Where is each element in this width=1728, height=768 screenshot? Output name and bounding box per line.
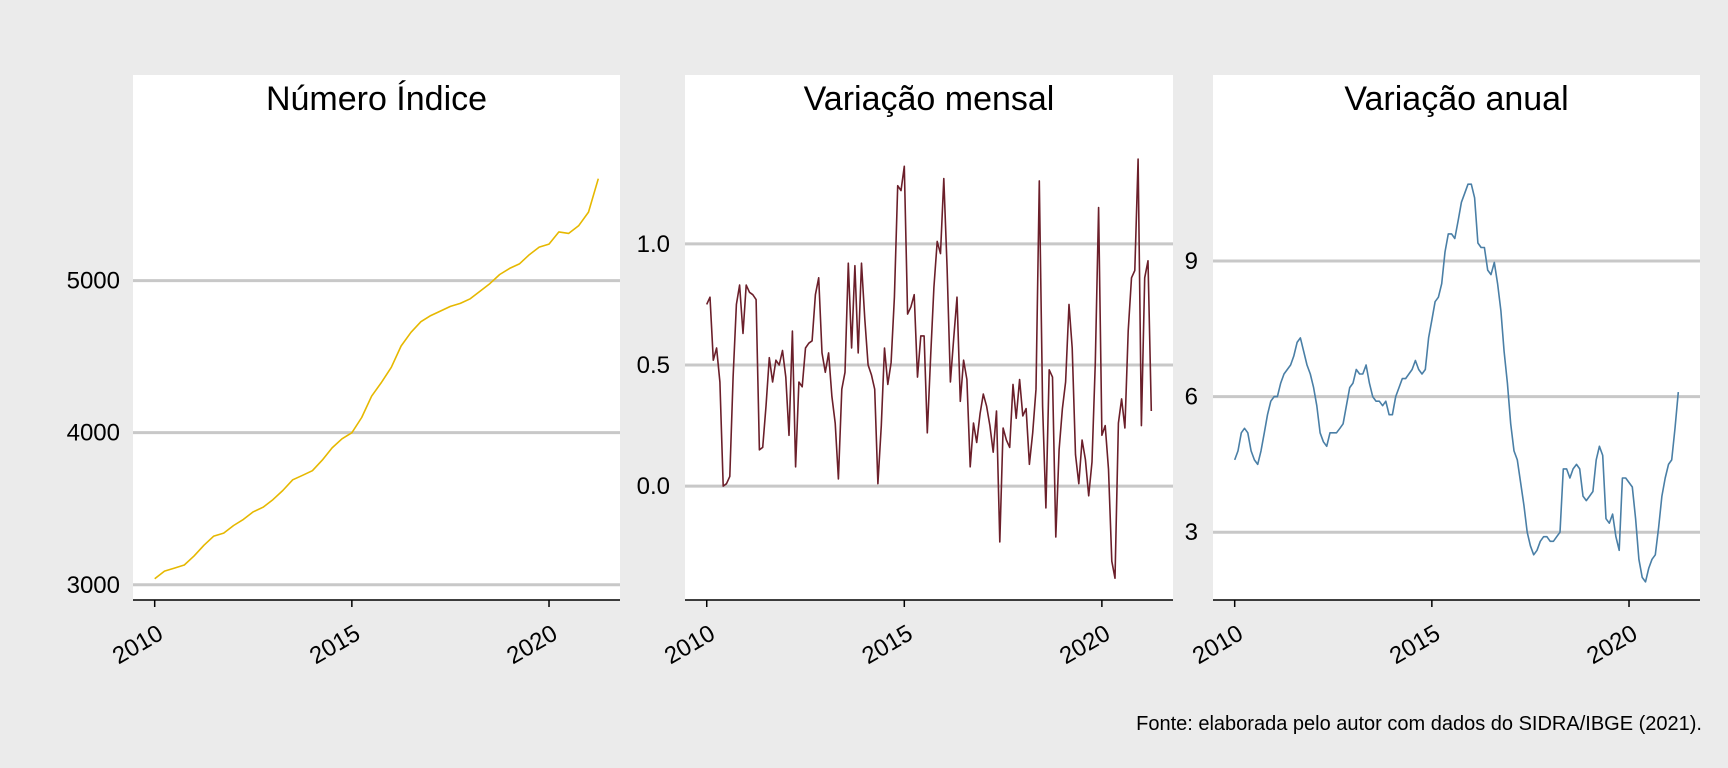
y-tick-label: 3000 <box>67 572 120 599</box>
x-tick-label: 2015 <box>858 620 918 670</box>
panel-background <box>1213 75 1700 600</box>
y-tick-label: 9 <box>1185 248 1198 275</box>
source-caption: Fonte: elaborada pelo autor com dados do… <box>1136 713 1702 735</box>
panel-title: Variação anual <box>1344 80 1568 118</box>
x-tick-label: 2020 <box>502 620 562 670</box>
y-tick-label: 1.0 <box>637 231 670 258</box>
y-tick-label: 0.0 <box>637 473 670 500</box>
series-line <box>154 178 600 580</box>
x-tick-label: 2015 <box>305 620 365 670</box>
series-line <box>1233 183 1680 583</box>
x-tick-label: 2020 <box>1582 620 1642 670</box>
x-tick-label: 2015 <box>1385 620 1445 670</box>
y-tick-label: 5000 <box>67 268 120 295</box>
x-tick-label: 2010 <box>660 620 720 670</box>
panel-background <box>685 75 1173 600</box>
y-tick-label: 4000 <box>67 420 120 447</box>
series-line <box>705 158 1153 580</box>
y-tick-label: 0.5 <box>637 352 670 379</box>
panel-title: Número Índice <box>266 80 487 118</box>
y-tick-label: 6 <box>1185 384 1198 411</box>
panel-title: Variação mensal <box>804 80 1055 118</box>
x-tick-label: 2010 <box>108 620 168 670</box>
x-tick-label: 2010 <box>1188 620 1248 670</box>
y-tick-label: 3 <box>1185 519 1198 546</box>
x-tick-label: 2020 <box>1055 620 1115 670</box>
panel-background <box>133 75 620 600</box>
